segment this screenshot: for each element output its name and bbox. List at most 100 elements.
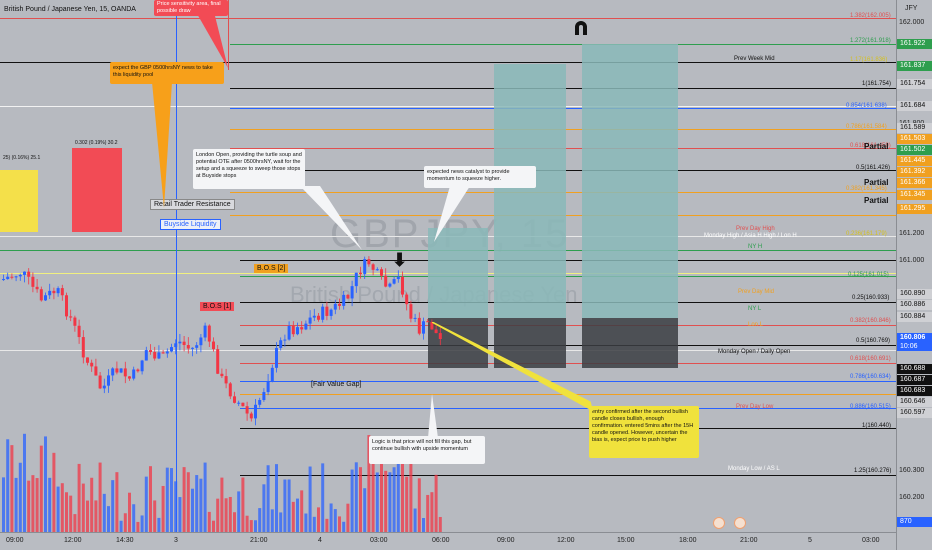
event-marker-icon[interactable] (734, 517, 746, 529)
candle-body[interactable] (23, 271, 26, 275)
candle-body[interactable] (245, 406, 249, 414)
candle-body[interactable] (333, 303, 337, 310)
candle-body[interactable] (182, 341, 186, 346)
candle-body[interactable] (132, 369, 136, 379)
price-axis[interactable]: JFY 162.000 161.800 161.200 161.000 160.… (896, 0, 932, 550)
candle-body[interactable] (325, 306, 329, 316)
candle-body[interactable] (371, 264, 375, 270)
candle-body[interactable] (258, 400, 262, 405)
level-line[interactable] (240, 428, 896, 429)
candle-body[interactable] (52, 290, 56, 294)
level-line[interactable] (0, 106, 896, 107)
level-line[interactable] (240, 363, 896, 364)
candle-body[interactable] (266, 381, 270, 393)
candle-body[interactable] (380, 269, 383, 276)
candle-body[interactable] (392, 279, 396, 284)
candle-body[interactable] (317, 315, 320, 320)
candle-body[interactable] (153, 351, 157, 359)
candle-body[interactable] (10, 276, 14, 278)
candle-body[interactable] (254, 404, 257, 419)
candle-body[interactable] (241, 402, 245, 407)
candle-body[interactable] (430, 322, 434, 330)
candle-body[interactable] (2, 279, 5, 281)
candle-body[interactable] (140, 360, 144, 372)
candle-body[interactable] (312, 315, 316, 318)
candle-body[interactable] (270, 367, 274, 382)
candle-body[interactable] (149, 350, 152, 352)
candle-body[interactable] (279, 340, 283, 348)
level-line[interactable] (240, 381, 896, 382)
news-catalyst-note[interactable]: expected news catalyst to provide moment… (424, 166, 536, 188)
level-line[interactable] (240, 325, 896, 326)
news-liquidity-note[interactable]: expect the GBP 0500hrsNY news to take th… (110, 62, 224, 84)
candle-body[interactable] (237, 402, 241, 404)
candle-body[interactable] (98, 375, 102, 389)
projection-box[interactable] (582, 44, 678, 318)
candle-body[interactable] (73, 317, 77, 326)
candle-body[interactable] (48, 290, 52, 296)
candle-body[interactable] (119, 368, 123, 373)
candle-body[interactable] (60, 288, 64, 296)
candle-body[interactable] (102, 385, 106, 389)
candle-body[interactable] (262, 392, 266, 401)
candle-body[interactable] (31, 276, 35, 287)
candle-body[interactable] (18, 274, 22, 277)
candle-body[interactable] (329, 309, 333, 316)
candle-body[interactable] (165, 351, 169, 354)
candle-body[interactable] (128, 376, 131, 379)
candle-body[interactable] (367, 259, 371, 265)
candle-body[interactable] (300, 327, 304, 330)
level-line[interactable] (0, 18, 896, 19)
entry-note[interactable]: entry confirmed after the second bullish… (589, 406, 699, 458)
candle-body[interactable] (86, 357, 89, 363)
symbol-title[interactable]: British Pound / Japanese Yen, 15, OANDA (4, 6, 136, 13)
candle-body[interactable] (35, 286, 39, 290)
candle-body[interactable] (136, 369, 140, 372)
candle-body[interactable] (144, 350, 148, 361)
candle-body[interactable] (216, 349, 220, 374)
level-line[interactable] (240, 345, 896, 346)
candle-body[interactable] (203, 325, 207, 338)
candle-body[interactable] (413, 317, 417, 319)
candle-body[interactable] (228, 383, 232, 397)
candle-body[interactable] (107, 375, 110, 386)
level-line[interactable] (240, 302, 896, 303)
candle-body[interactable] (69, 316, 73, 318)
candle-body[interactable] (6, 276, 10, 280)
stop-box[interactable] (582, 318, 678, 368)
candle-body[interactable] (422, 321, 425, 334)
candle-body[interactable] (14, 276, 18, 278)
candle-body[interactable] (401, 276, 404, 295)
level-line[interactable] (240, 276, 896, 277)
candle-body[interactable] (287, 326, 291, 340)
candle-body[interactable] (207, 325, 211, 342)
projection-box[interactable] (494, 64, 566, 318)
london-open-note[interactable]: London Open, providing the turtle soup a… (193, 149, 305, 189)
candle-body[interactable] (354, 272, 358, 287)
candle-body[interactable] (375, 269, 379, 271)
candle-body[interactable] (384, 275, 388, 287)
chart-pane[interactable]: GBPJPY, 15 British Pound / Japanese Yen (0, 0, 896, 532)
candle-body[interactable] (283, 339, 287, 341)
projection-box[interactable] (428, 228, 488, 318)
candle-body[interactable] (249, 413, 253, 419)
candle-body[interactable] (291, 326, 295, 335)
candle-body[interactable] (195, 345, 199, 348)
candle-body[interactable] (233, 396, 236, 403)
time-axis[interactable]: 09:00 12:00 14:30 3 21:00 4 03:00 06:00 … (0, 532, 896, 550)
candle-body[interactable] (321, 306, 325, 320)
candle-body[interactable] (350, 286, 354, 299)
candle-body[interactable] (212, 341, 215, 350)
candle-body[interactable] (224, 376, 228, 384)
candle-body[interactable] (123, 368, 127, 377)
level-line[interactable] (230, 44, 896, 45)
candle-body[interactable] (434, 329, 438, 334)
candle-body[interactable] (304, 323, 308, 330)
candle-body[interactable] (178, 341, 182, 344)
candle-body[interactable] (44, 295, 47, 301)
yellow-range-box[interactable] (0, 170, 38, 232)
candle-body[interactable] (396, 276, 400, 280)
logic-note[interactable]: Logic is that price will not fill this g… (369, 436, 485, 464)
candle-body[interactable] (94, 366, 98, 376)
candle-body[interactable] (308, 317, 312, 324)
